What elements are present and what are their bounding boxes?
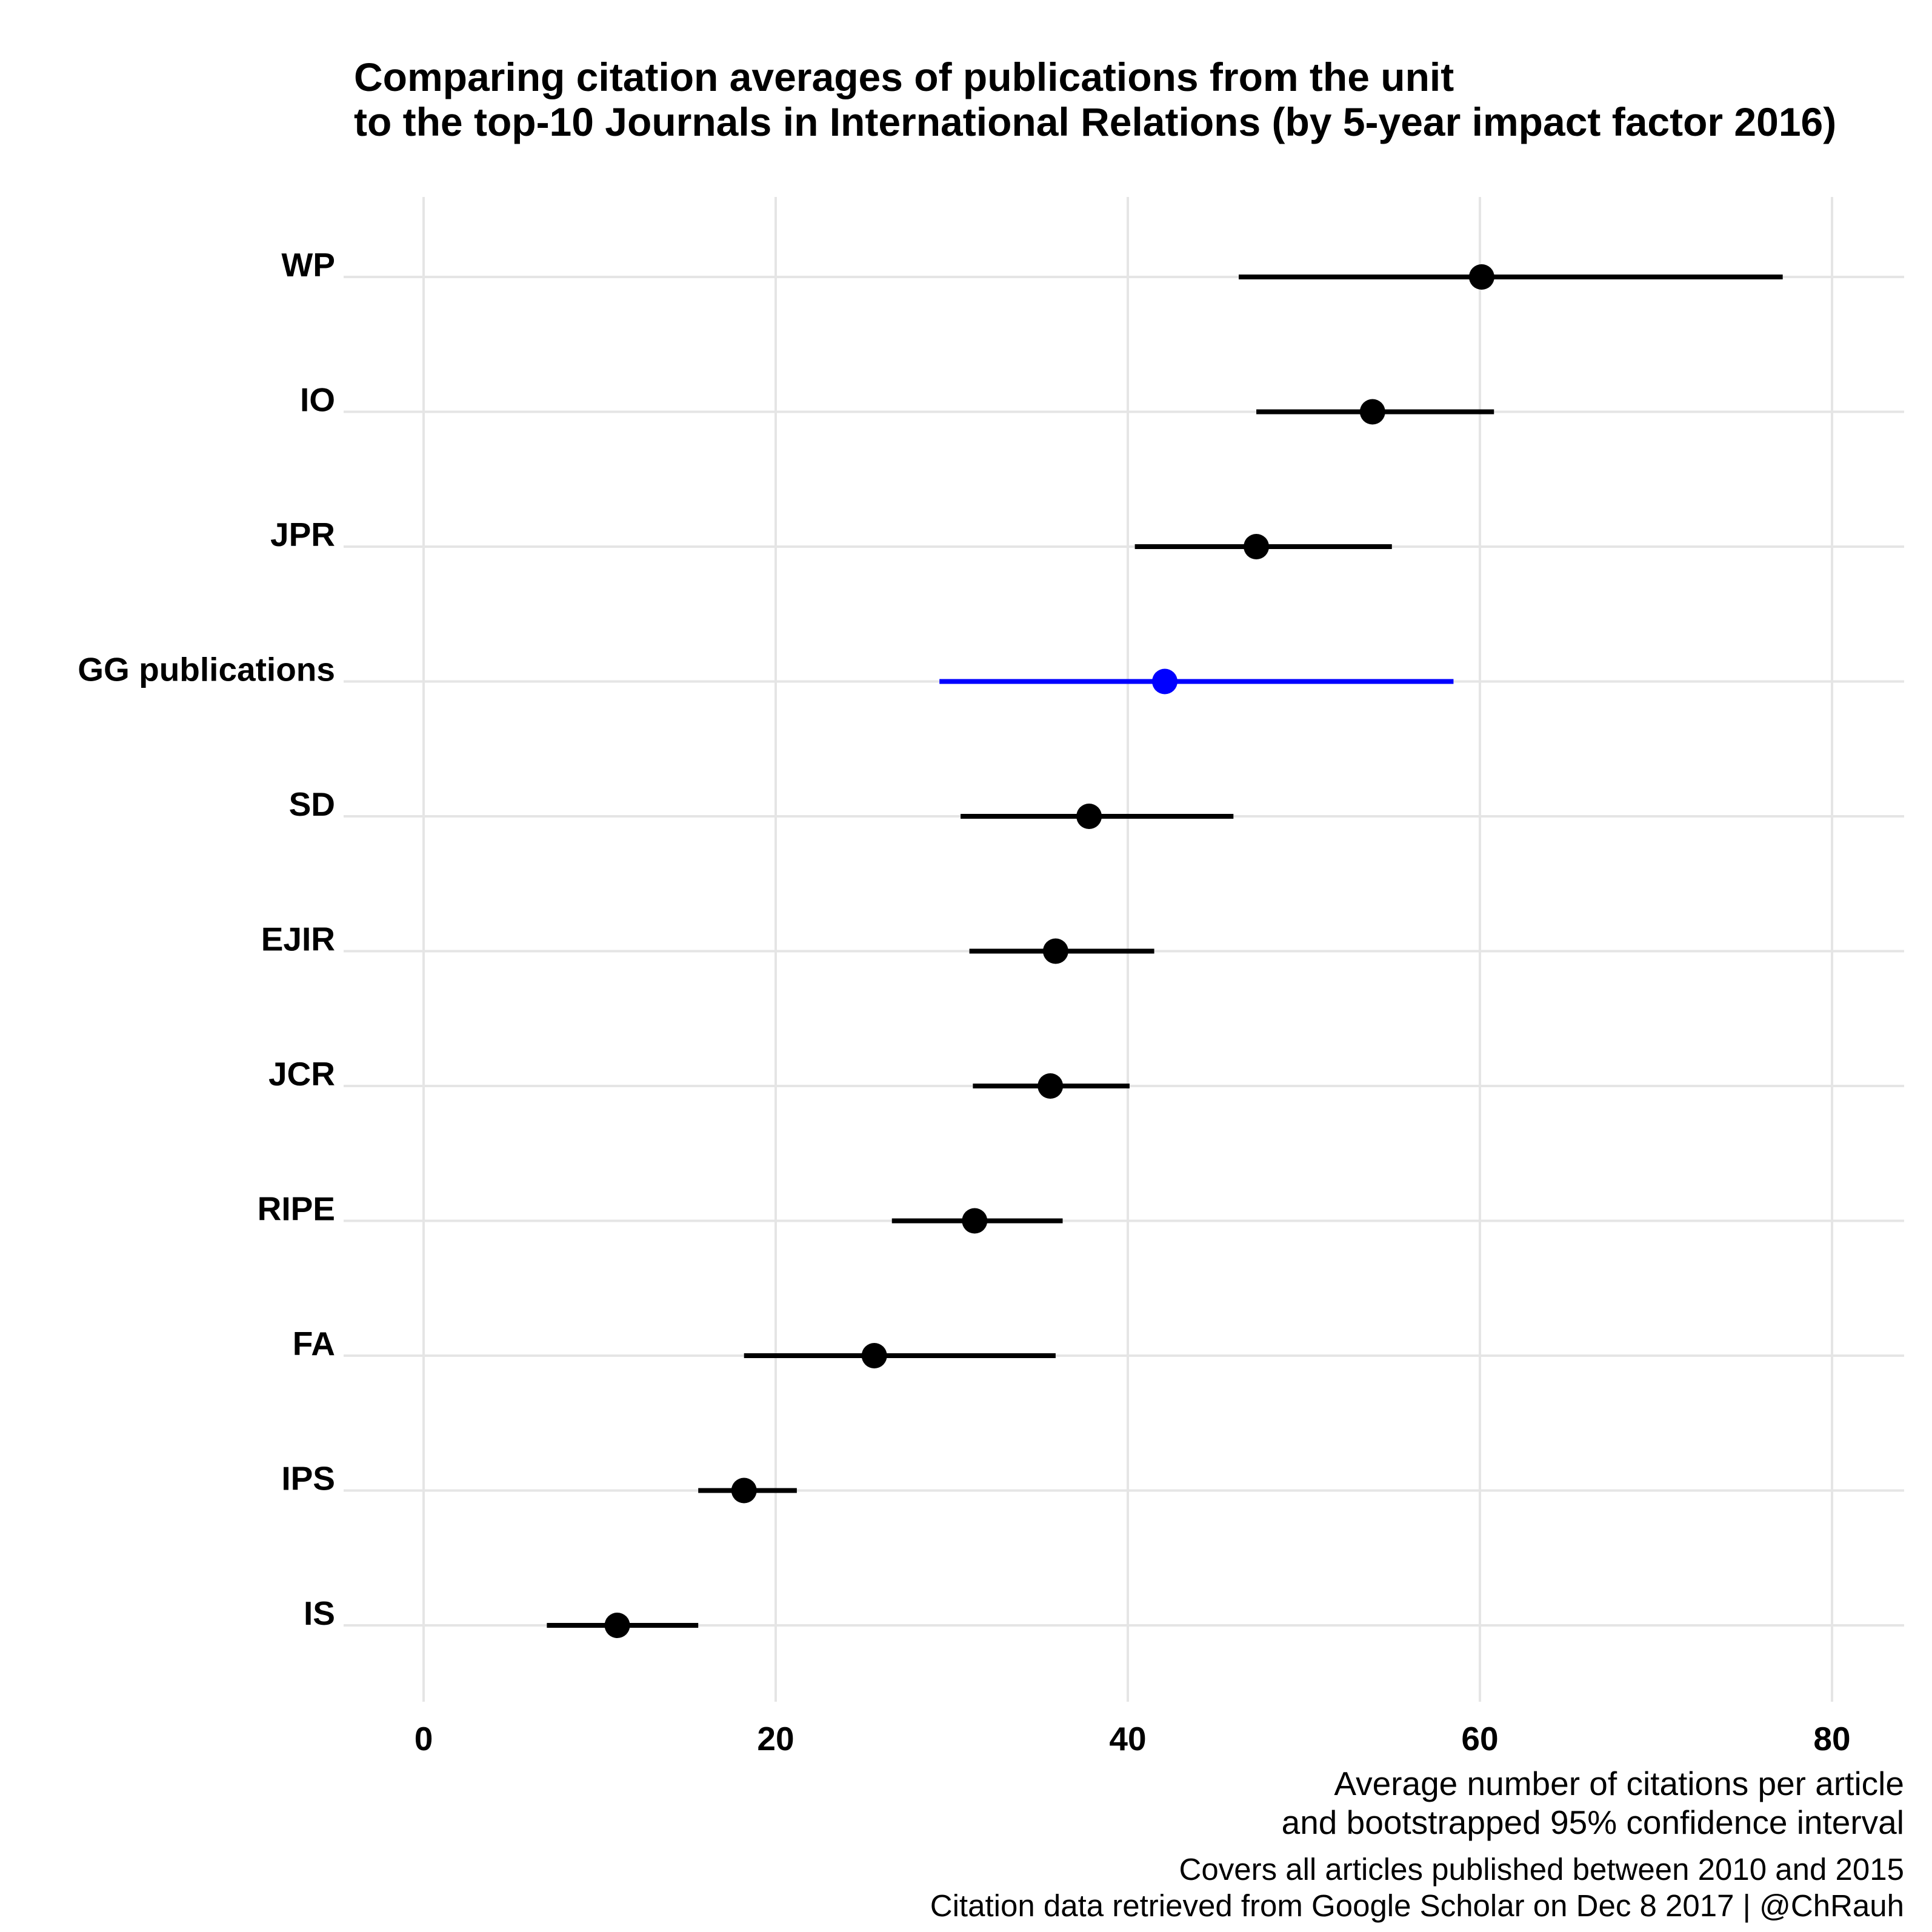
category-labels: WP IO JPR GG publications SD EJIR JCR RIPE FA IPS… xyxy=(78,246,335,1632)
category-label: IPS xyxy=(281,1460,335,1497)
x-tick-label: 20 xyxy=(757,1720,794,1757)
category-label: JPR xyxy=(270,516,335,553)
x-axis-label-line-1: Average number of citations per article xyxy=(1334,1765,1904,1802)
mean-point xyxy=(604,1613,630,1638)
x-axis-tick-labels: 0 20 40 60 80 xyxy=(415,1720,1851,1757)
mean-point xyxy=(1359,399,1385,425)
mean-point xyxy=(1042,938,1068,964)
chart-title-line-1: Comparing citation averages of publicati… xyxy=(354,55,1454,99)
caption-line-1: Covers all articles published between 20… xyxy=(1179,1852,1904,1887)
mean-point xyxy=(1152,668,1178,695)
mean-point xyxy=(1468,264,1494,290)
caption-line-2: Citation data retrieved from Google Scho… xyxy=(930,1888,1904,1923)
mean-point xyxy=(861,1343,887,1368)
category-label: RIPE xyxy=(258,1190,335,1228)
mean-point xyxy=(1244,534,1270,559)
chart-title-line-2: to the top-10 Journals in International … xyxy=(354,99,1836,144)
category-label: GG publications xyxy=(78,651,335,688)
mean-point xyxy=(1038,1073,1064,1099)
category-label: IS xyxy=(304,1594,335,1632)
x-axis-label-line-2: and bootstrapped 95% confidence interval xyxy=(1282,1804,1904,1841)
x-tick-label: 40 xyxy=(1109,1720,1146,1757)
x-tick-label: 60 xyxy=(1461,1720,1498,1757)
x-tick-label: 0 xyxy=(415,1720,433,1757)
mean-point xyxy=(731,1477,757,1504)
category-label: WP xyxy=(281,246,335,284)
mean-points xyxy=(604,264,1494,1638)
mean-point xyxy=(1076,804,1102,829)
category-label: IO xyxy=(300,381,335,419)
mean-point xyxy=(962,1208,988,1234)
horizontal-gridlines xyxy=(344,276,1904,1627)
category-label: FA xyxy=(293,1325,335,1362)
category-label: EJIR xyxy=(261,921,335,958)
x-tick-label: 80 xyxy=(1813,1720,1850,1757)
category-label: SD xyxy=(289,785,335,823)
category-label: JCR xyxy=(268,1055,335,1093)
